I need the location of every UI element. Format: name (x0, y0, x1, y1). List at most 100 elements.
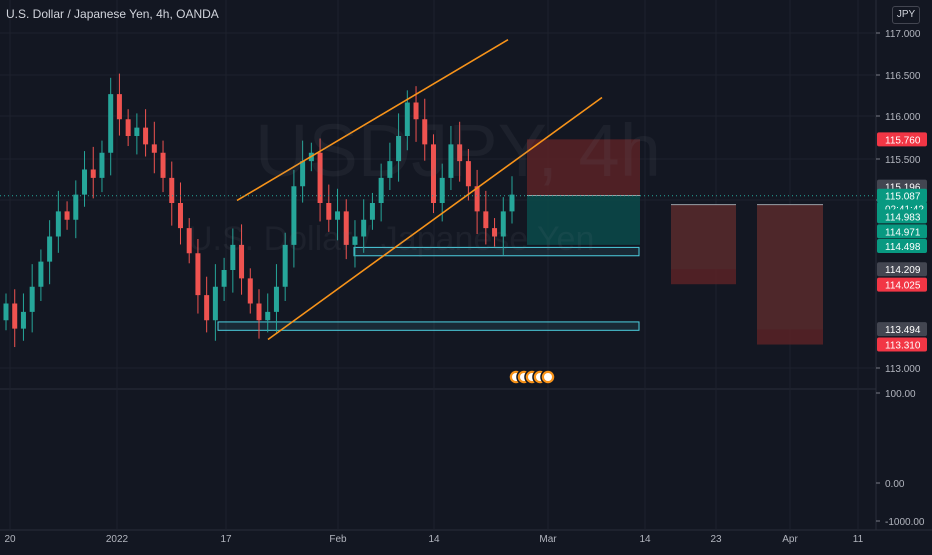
position-loss-zone[interactable] (527, 139, 640, 196)
price-pane[interactable] (0, 0, 876, 388)
candle[interactable] (439, 177, 445, 203)
time-tick-label: 2022 (106, 534, 129, 545)
candle[interactable] (448, 144, 454, 178)
candle[interactable] (430, 144, 436, 203)
price-tick-label: 0.00 (885, 479, 905, 490)
candle[interactable] (169, 177, 175, 203)
candle[interactable] (492, 228, 498, 237)
candle[interactable] (465, 161, 471, 187)
candle[interactable] (369, 203, 375, 220)
price-axis-label-box (877, 188, 927, 203)
candle[interactable] (500, 211, 506, 237)
candle[interactable] (29, 286, 35, 312)
candle[interactable] (273, 286, 279, 312)
candle[interactable] (509, 194, 515, 212)
candle[interactable] (186, 228, 192, 254)
position-loss-zone[interactable] (671, 204, 736, 285)
time-tick-label: 17 (220, 534, 232, 545)
price-axis-label-box (877, 337, 927, 352)
candle[interactable] (177, 203, 183, 229)
candle[interactable] (335, 211, 341, 220)
candle[interactable] (73, 194, 79, 220)
candle[interactable] (38, 261, 44, 287)
candle[interactable] (151, 144, 157, 153)
trendline[interactable] (267, 96, 603, 341)
price-tick-label: 100.00 (885, 389, 916, 400)
candle[interactable] (404, 102, 410, 137)
candle[interactable] (474, 186, 480, 212)
candle[interactable] (99, 152, 105, 178)
time-tick-label: 11 (853, 534, 864, 545)
candle[interactable] (239, 244, 245, 279)
candle[interactable] (326, 203, 332, 220)
candle[interactable] (256, 303, 262, 321)
candle[interactable] (317, 152, 323, 203)
price-tick-label: 116.500 (885, 71, 921, 82)
candle[interactable] (212, 286, 218, 321)
candle[interactable] (457, 144, 463, 162)
candle[interactable] (125, 119, 131, 136)
candle[interactable] (143, 127, 149, 145)
candle[interactable] (108, 94, 114, 153)
candle[interactable] (221, 270, 227, 287)
price-tick-label: -1000.00 (885, 517, 925, 528)
name-watermark: U.S. Dollar / Japanese Yen (188, 220, 595, 258)
price-axis-label-box (877, 132, 927, 147)
trendline[interactable] (236, 38, 509, 202)
candle[interactable] (387, 161, 393, 178)
candle[interactable] (422, 119, 428, 145)
candle[interactable] (3, 303, 9, 321)
candle[interactable] (361, 219, 367, 237)
price-axis-label: 115.087 (885, 192, 921, 203)
price-axis-label-box (877, 277, 927, 292)
chart-title: U.S. Dollar / Japanese Yen, 4h, OANDA (6, 7, 219, 21)
candle[interactable] (55, 211, 61, 237)
candle[interactable] (195, 253, 201, 296)
price-axis-label: 114.209 (885, 265, 921, 276)
support-zone[interactable] (353, 246, 640, 257)
position-loss-zone[interactable] (757, 204, 823, 345)
price-axis-label: 114.983 (885, 212, 921, 223)
candle[interactable] (343, 211, 349, 245)
candle[interactable] (116, 94, 122, 120)
candle[interactable] (20, 311, 26, 329)
price-axis-label: 113.310 (885, 341, 921, 352)
price-tick-label: 115.500 (885, 155, 921, 166)
price-axis-label: 115.760 (885, 135, 921, 146)
price-tick-label: 113.000 (885, 364, 921, 375)
price-axis-label-box (877, 239, 927, 254)
price-axis-label: 115.196 (885, 183, 921, 194)
candle[interactable] (47, 236, 53, 262)
candle[interactable] (352, 236, 358, 245)
candle[interactable] (247, 278, 253, 304)
candle[interactable] (413, 102, 419, 120)
candle[interactable] (90, 169, 96, 178)
flag-icon (544, 373, 552, 381)
price-tick-label: 116.000 (885, 112, 921, 123)
candle[interactable] (204, 295, 210, 321)
price-tick-label: 117.000 (885, 29, 921, 40)
candle[interactable] (230, 244, 236, 270)
price-axis-label-box (877, 209, 927, 224)
candle[interactable] (160, 152, 166, 178)
candle[interactable] (396, 136, 402, 162)
time-tick-label: 23 (710, 534, 722, 545)
candle[interactable] (12, 303, 18, 329)
symbol-watermark: USDJPY, 4h (255, 109, 661, 192)
candle[interactable] (82, 169, 88, 195)
candle[interactable] (300, 161, 306, 187)
candle[interactable] (378, 177, 384, 203)
candle[interactable] (483, 211, 489, 229)
candle[interactable] (291, 186, 297, 245)
position-profit-zone[interactable] (527, 195, 640, 245)
candle[interactable] (282, 244, 288, 287)
time-tick-label: 14 (428, 534, 440, 545)
candle[interactable] (64, 211, 70, 220)
candle[interactable] (134, 127, 140, 136)
time-tick-label: Mar (539, 534, 557, 545)
support-zone[interactable] (217, 321, 640, 331)
candle[interactable] (265, 311, 271, 321)
currency-button[interactable]: JPY (892, 6, 920, 24)
